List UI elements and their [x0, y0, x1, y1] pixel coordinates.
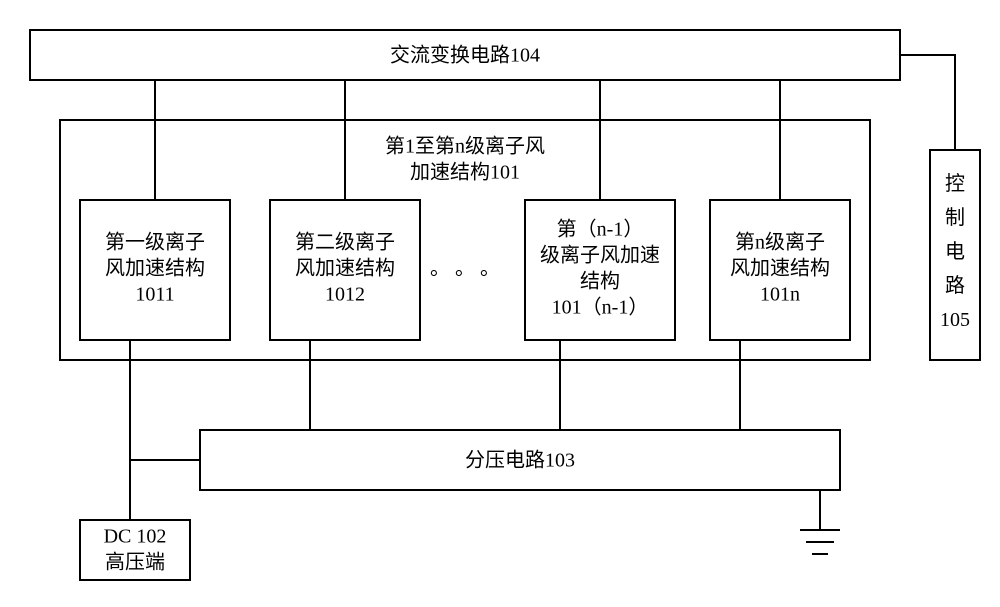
node-control: 控制电路 105 [930, 150, 980, 360]
svg-text:电: 电 [945, 240, 965, 263]
node-stage-2: 第二级离子风加速结构 1012 [270, 200, 420, 340]
svg-text:1012: 1012 [325, 284, 365, 306]
node-stage-n-1: 第（n-1） 级离子风加速结构 101（n-1） [525, 200, 675, 340]
svg-text:风加速结构: 风加速结构 [295, 257, 395, 280]
node-stage-n: 第n级离子风加速结构 101n [710, 200, 850, 340]
svg-text:第一级离子: 第一级离子 [105, 231, 205, 254]
svg-text:1011: 1011 [135, 284, 174, 306]
svg-text:级离子风加速: 级离子风加速 [540, 244, 660, 267]
svg-text:第（n-1）: 第（n-1） [557, 218, 644, 241]
edge-ac_convert-control [900, 55, 955, 150]
svg-text:交流变换电路104: 交流变换电路104 [390, 44, 540, 67]
svg-text:第n级离子: 第n级离子 [735, 231, 825, 254]
node-stage-1: 第一级离子风加速结构 1011 [80, 200, 230, 340]
svg-text:第1至第n级离子风: 第1至第n级离子风 [385, 135, 545, 158]
svg-text:风加速结构: 风加速结构 [105, 257, 205, 280]
node-ac-convert: 交流变换电路104 [30, 30, 900, 80]
svg-text:风加速结构: 风加速结构 [730, 257, 830, 280]
svg-text:高压端: 高压端 [105, 551, 165, 574]
node-divider: 分压电路103 [200, 430, 840, 490]
ellipsis: 。 。 。 [430, 258, 500, 280]
svg-text:第二级离子: 第二级离子 [295, 231, 395, 254]
svg-text:101n: 101n [760, 284, 800, 306]
svg-text:DC 102: DC 102 [104, 526, 167, 548]
svg-text:控: 控 [945, 172, 965, 195]
svg-text:。 。 。: 。 。 。 [430, 258, 500, 280]
svg-text:105: 105 [940, 309, 970, 331]
svg-text:101（n-1）: 101（n-1） [552, 296, 649, 319]
block-diagram: 交流变换电路104第1至第n级离子风加速结构101第一级离子风加速结构1011第… [0, 0, 1000, 607]
ground-symbol [800, 530, 840, 554]
svg-text:结构: 结构 [580, 270, 620, 293]
svg-text:制: 制 [945, 206, 965, 229]
svg-text:分压电路103: 分压电路103 [465, 449, 575, 472]
svg-text:路: 路 [945, 274, 965, 297]
svg-text:加速结构101: 加速结构101 [410, 161, 520, 184]
node-dc-hv: DC 102 高压端 [80, 520, 190, 580]
